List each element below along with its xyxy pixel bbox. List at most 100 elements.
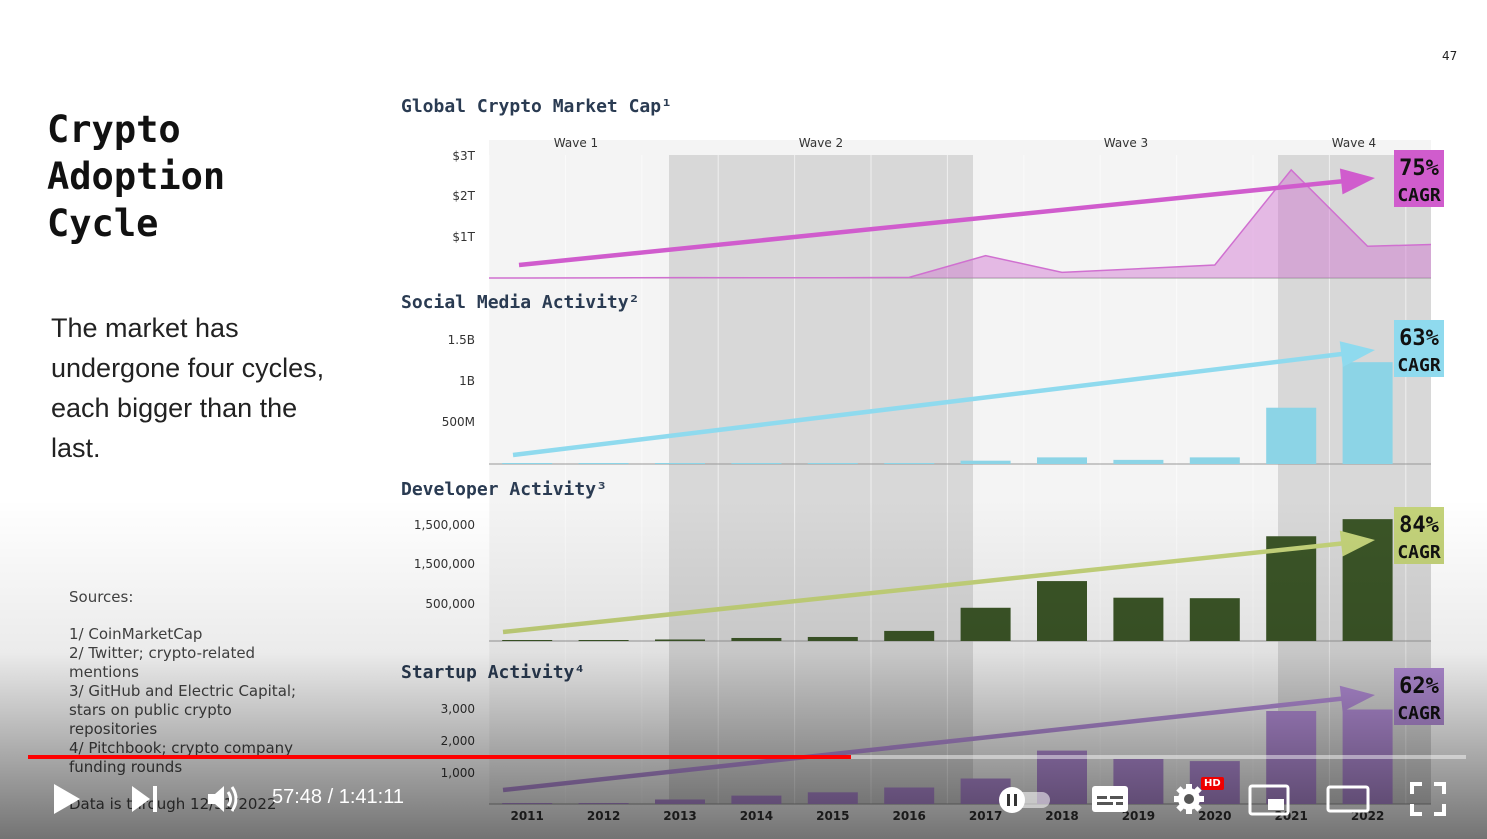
bar-2016	[884, 463, 935, 464]
time-separator: /	[322, 786, 339, 808]
volume-icon	[208, 786, 238, 812]
bar-2021	[1266, 407, 1317, 464]
settings-icon	[1174, 784, 1204, 814]
bar-2018	[1037, 581, 1087, 641]
title-line-1: Crypto	[47, 108, 181, 151]
chart-title: Developer Activity³	[401, 479, 607, 500]
page-number: 47	[1442, 49, 1458, 63]
bar-2016	[884, 630, 935, 641]
trend-arrow-head	[1339, 168, 1375, 195]
bar-2011	[502, 803, 553, 804]
y-tick-label: 1,500,000	[414, 518, 475, 532]
y-tick-label: 2,000	[441, 734, 475, 748]
settings-button[interactable]	[1172, 782, 1208, 820]
x-tick-label: 2013	[663, 809, 696, 823]
wave-label: Wave 1	[554, 136, 598, 150]
cagr-label: CAGR	[1397, 355, 1441, 376]
bar-2017	[960, 460, 1011, 464]
y-tick-label: 1B	[459, 374, 475, 388]
chart-title: Social Media Activity²	[401, 292, 639, 313]
fullscreen-button[interactable]	[1410, 782, 1446, 820]
cagr-value: 63%	[1399, 326, 1439, 351]
x-tick-label: 2012	[587, 809, 620, 823]
bar-2015	[807, 792, 858, 804]
cagr-value: 75%	[1399, 156, 1439, 181]
chart-title: Global Crypto Market Cap¹	[401, 96, 672, 117]
bar-2022	[1342, 362, 1393, 464]
miniplayer-button[interactable]	[1248, 784, 1290, 820]
bar-2015	[807, 636, 858, 641]
next-button[interactable]	[130, 784, 160, 818]
bar-2019	[1113, 597, 1164, 641]
bar-2013	[655, 799, 705, 804]
bar-2015	[807, 463, 858, 464]
bar-2020	[1189, 457, 1240, 464]
slide-body: The market has undergone four cycles, ea…	[51, 313, 325, 463]
y-tick-label: $3T	[452, 149, 475, 163]
fullscreen-icon	[1410, 782, 1446, 816]
title-line-3: Cycle	[47, 202, 159, 245]
cagr-label: CAGR	[1397, 703, 1441, 724]
bar-2013	[655, 463, 705, 464]
theater-icon	[1326, 785, 1370, 813]
bar-2012	[578, 803, 629, 804]
bar-2018	[1037, 457, 1087, 464]
cagr-box	[1394, 320, 1444, 377]
play-button[interactable]	[52, 782, 82, 820]
x-tick-label: 2014	[740, 809, 773, 823]
miniplayer-icon	[1248, 784, 1290, 816]
autoplay-toggle-icon	[999, 787, 1050, 813]
bar-2012	[578, 463, 629, 464]
bar-2017	[960, 607, 1011, 641]
bar-2011	[502, 463, 553, 464]
cagr-label: CAGR	[1397, 542, 1441, 563]
market-cap-area	[489, 169, 1431, 278]
chart-title: Startup Activity⁴	[401, 662, 585, 683]
theater-button[interactable]	[1326, 784, 1370, 818]
x-tick-label: 2011	[510, 809, 543, 823]
wave-label: Wave 3	[1104, 136, 1148, 150]
cagr-value: 84%	[1399, 513, 1439, 538]
y-tick-label: $1T	[452, 230, 475, 244]
trend-arrow-line	[512, 350, 1351, 458]
current-time: 57:48	[272, 786, 323, 808]
autoplay-toggle[interactable]	[994, 786, 1052, 818]
y-tick-label: $2T	[452, 189, 475, 203]
trend-arrow-line	[518, 178, 1351, 268]
wave-label: Wave 2	[799, 136, 843, 150]
y-tick-label: 500,000	[425, 597, 475, 611]
y-tick-label: 500M	[442, 415, 475, 429]
cagr-value: 62%	[1399, 674, 1439, 699]
mute-button[interactable]	[206, 783, 242, 819]
bar-2019	[1113, 459, 1164, 464]
progress-played[interactable]	[28, 755, 851, 759]
bar-2014	[731, 795, 782, 804]
bar-2020	[1189, 598, 1240, 641]
wave-label: Wave 4	[1332, 136, 1376, 150]
duration: 1:41:11	[338, 786, 404, 808]
bar-2014	[731, 637, 782, 641]
x-tick-label: 2015	[816, 809, 849, 823]
bar-2012	[578, 640, 629, 641]
y-tick-label: 3,000	[441, 702, 475, 716]
y-tick-label: 1,000	[441, 766, 475, 780]
y-tick-label: 1.5B	[448, 333, 475, 347]
bar-2011	[502, 640, 553, 641]
title-line-2: Adoption	[47, 155, 226, 198]
y-tick-label: 1,500,000	[414, 557, 475, 571]
bar-2014	[731, 463, 782, 464]
wave-2-shade	[669, 155, 973, 804]
chart-panel-2: Social Media Activity² 1.5B 1B 500M 63% CAGR	[401, 292, 1444, 465]
bar-2016	[884, 787, 935, 804]
bar-2013	[655, 639, 705, 641]
next-icon	[132, 786, 157, 812]
cagr-label: CAGR	[1397, 185, 1441, 206]
cagr-box	[1394, 150, 1444, 207]
subtitles-button[interactable]	[1090, 784, 1130, 818]
chart-panel-1: Global Crypto Market Cap¹ $3T $2T $1T Wave 1…	[401, 96, 1444, 279]
x-tick-label: 2016	[892, 809, 925, 823]
play-icon	[54, 784, 80, 814]
slide-title: Crypto Adoption Cycle	[47, 106, 225, 247]
time-display: 57:48 / 1:41:11	[272, 786, 404, 809]
